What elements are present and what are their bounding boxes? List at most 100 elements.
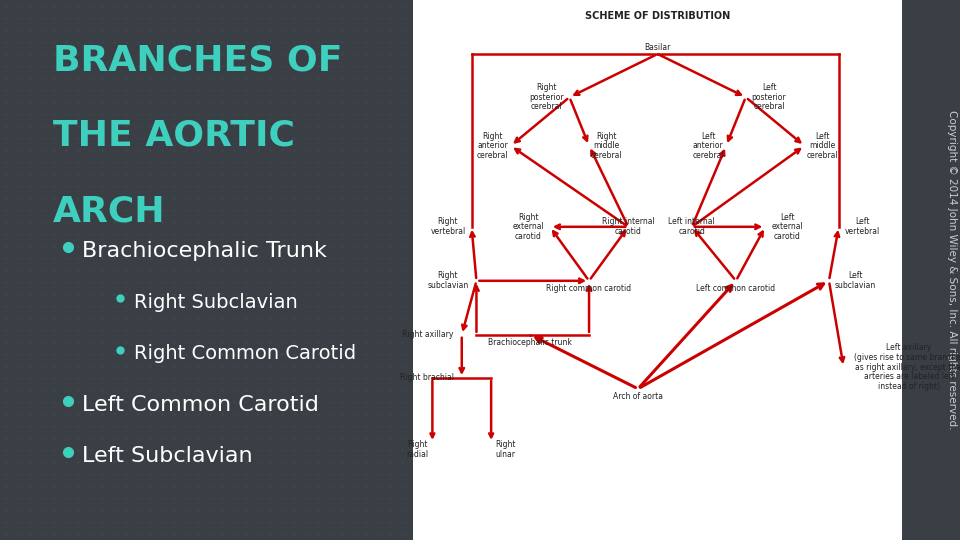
- Point: [347, 254, 362, 262]
- Point: [179, 170, 194, 178]
- Point: [107, 350, 122, 359]
- Point: [371, 397, 386, 406]
- Point: [46, 38, 61, 46]
- Point: [22, 122, 37, 130]
- Point: [131, 422, 146, 430]
- Point: [203, 242, 218, 251]
- Point: [166, 314, 181, 322]
- Point: [395, 194, 410, 202]
- Point: [118, 122, 133, 130]
- Point: [179, 26, 194, 35]
- Point: [166, 326, 181, 334]
- Point: [358, 278, 373, 286]
- Point: [227, 397, 242, 406]
- Point: [334, 38, 349, 46]
- Point: [94, 110, 109, 118]
- Point: [382, 242, 397, 251]
- Text: Right
posterior
cerebral: Right posterior cerebral: [529, 83, 564, 111]
- Point: [0, 374, 13, 382]
- Point: [94, 530, 109, 538]
- Point: [83, 470, 98, 478]
- Point: [11, 14, 26, 22]
- Point: [358, 505, 373, 514]
- Point: [0, 86, 13, 94]
- Point: [347, 530, 362, 538]
- Point: [142, 110, 157, 118]
- Point: [371, 410, 386, 418]
- Point: [358, 470, 373, 478]
- Point: [251, 158, 266, 166]
- Point: [334, 98, 349, 106]
- Point: [179, 505, 194, 514]
- Point: [382, 302, 397, 310]
- Point: [131, 326, 146, 334]
- Point: [11, 86, 26, 94]
- Text: Right internal
carotid: Right internal carotid: [602, 218, 655, 236]
- Point: [310, 146, 325, 154]
- Point: [347, 434, 362, 442]
- Point: [203, 230, 218, 238]
- Point: [227, 254, 242, 262]
- Point: [299, 62, 314, 70]
- Point: [94, 482, 109, 490]
- Point: [166, 518, 181, 526]
- Point: [46, 530, 61, 538]
- Point: [299, 530, 314, 538]
- Point: [347, 110, 362, 118]
- Point: [179, 38, 194, 46]
- Point: [371, 446, 386, 454]
- Point: [83, 530, 98, 538]
- Point: [347, 122, 362, 130]
- Point: [59, 482, 74, 490]
- Point: [70, 505, 85, 514]
- Point: [214, 254, 229, 262]
- Point: [131, 386, 146, 394]
- Point: [286, 2, 301, 10]
- Point: [275, 386, 290, 394]
- Point: [46, 86, 61, 94]
- Point: [310, 458, 325, 467]
- Point: [35, 458, 50, 467]
- Point: [334, 134, 349, 143]
- Point: [179, 458, 194, 467]
- Point: [310, 122, 325, 130]
- Text: Right
anterior
cerebral: Right anterior cerebral: [477, 132, 509, 160]
- Point: [203, 181, 218, 190]
- Point: [238, 122, 253, 130]
- Point: [46, 350, 61, 359]
- Text: Right
middle
cerebral: Right middle cerebral: [591, 132, 623, 160]
- Point: [59, 302, 74, 310]
- Point: [166, 2, 181, 10]
- Point: [94, 62, 109, 70]
- Point: [347, 134, 362, 143]
- Point: [323, 314, 338, 322]
- Point: [214, 518, 229, 526]
- Point: [358, 362, 373, 370]
- Point: [142, 2, 157, 10]
- Point: [347, 482, 362, 490]
- Point: [22, 170, 37, 178]
- Point: [155, 50, 170, 58]
- Point: [214, 146, 229, 154]
- Point: [107, 494, 122, 502]
- Point: [286, 518, 301, 526]
- Point: [251, 482, 266, 490]
- Point: [107, 194, 122, 202]
- Point: [286, 350, 301, 359]
- Point: [323, 50, 338, 58]
- Point: [358, 230, 373, 238]
- Point: [286, 302, 301, 310]
- Text: Right
subclavian: Right subclavian: [427, 272, 468, 290]
- Point: [334, 362, 349, 370]
- Point: [334, 422, 349, 430]
- Point: [131, 458, 146, 467]
- Point: [395, 422, 410, 430]
- Point: [155, 2, 170, 10]
- Point: [251, 146, 266, 154]
- Point: [70, 422, 85, 430]
- Point: [11, 73, 26, 82]
- Point: [22, 278, 37, 286]
- Point: [395, 62, 410, 70]
- Point: [142, 326, 157, 334]
- Point: [70, 110, 85, 118]
